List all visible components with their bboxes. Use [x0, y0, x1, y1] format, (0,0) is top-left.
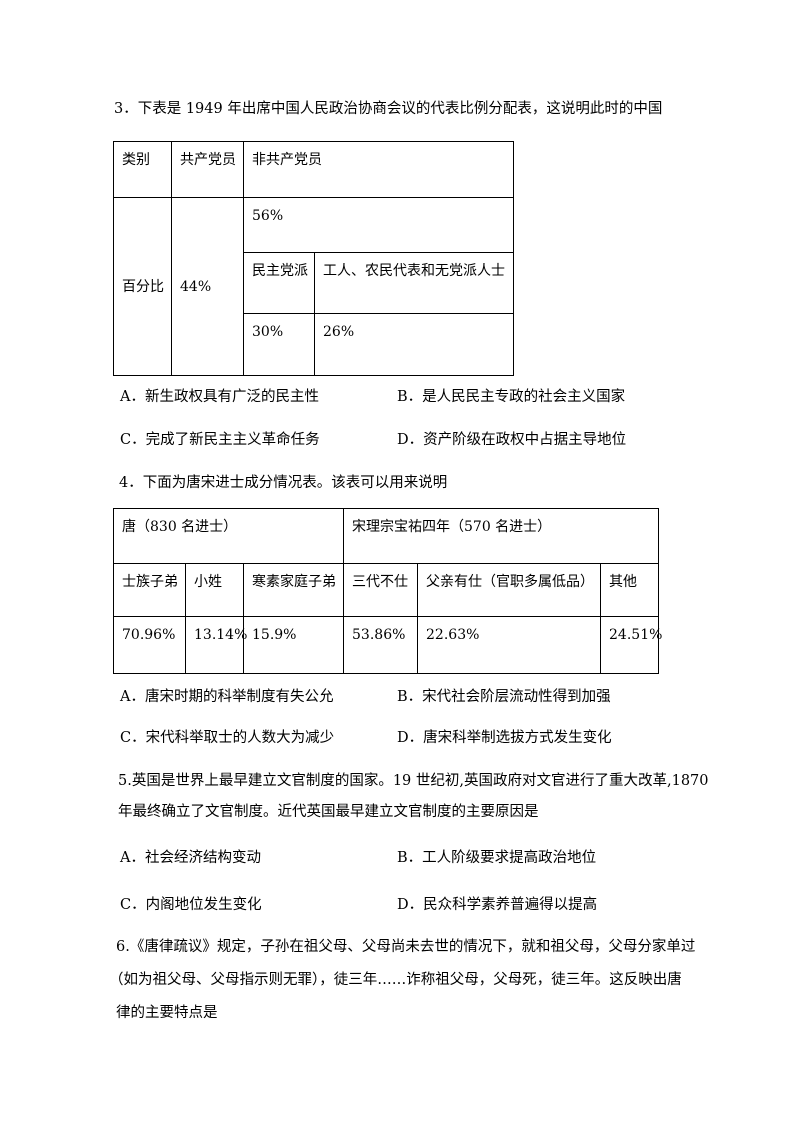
q5-option-a: A．社会经济结构变动 [120, 850, 261, 866]
t2-header-hansu: 寒素家庭子弟 [242, 563, 345, 617]
q5-option-row-2: C．内阁地位发生变化 D．民众科学素养普遍得以提高 [120, 895, 720, 915]
q4-option-row-2: C．宋代科举取士的人数大为减少 D．唐宋科举制选拔方式发生变化 [120, 728, 720, 748]
q4-option-row-1: A．唐宋时期的科举制度有失公允 B．宋代社会阶层流动性得到加强 [120, 687, 720, 707]
t2-header-xiaoxing: 小姓 [185, 563, 244, 617]
q3-option-d: D．资产阶级在政权中占据主导地位 [397, 432, 627, 448]
q6-stem-line-2: （如为祖父母、父母指示则无罪），徒三年……诈称祖父母，父母死，徒三年。这反映出唐 [109, 972, 682, 988]
t1-header-non-communist: 非共产党员 [243, 141, 514, 198]
q3-option-b: B．是人民民主专政的社会主义国家 [397, 389, 626, 405]
t1-non-communist-total-pct: 56% [243, 197, 514, 253]
t2-header-fuqin: 父亲有仕（官职多属低品） [417, 563, 602, 617]
q5-option-b: B．工人阶级要求提高政治地位 [397, 850, 597, 866]
q4-option-a: A．唐宋时期的科举制度有失公允 [120, 689, 334, 705]
t2-value-xiaoxing: 13.14% [185, 616, 247, 674]
t1-communist-pct: 44% [171, 197, 244, 376]
question-6-stem: 6.《唐律疏议》规定，子孙在祖父母、父母尚未去世的情况下，就和祖父母，父母分家单… [109, 931, 696, 1030]
t2-header-qita: 其他 [600, 563, 660, 617]
t1-democratic-parties-label: 民主党派 [243, 252, 315, 314]
t2-group-header-song: 宋理宗宝祐四年（570 名进士） [343, 508, 660, 564]
t1-workers-farmers-label: 工人、农民代表和无党派人士 [314, 252, 514, 314]
t1-header-communist: 共产党员 [171, 141, 244, 198]
t1-header-category: 类别 [113, 141, 172, 198]
t2-value-shizu: 70.96% [113, 616, 186, 674]
question-3-stem: 3．下表是 1949 年出席中国人民政治协商会议的代表比例分配表，这说明此时的中… [114, 101, 663, 117]
q3-option-c: C．完成了新民主主义革命任务 [120, 432, 320, 448]
q6-stem-line-1: 6.《唐律疏议》规定，子孙在祖父母、父母尚未去世的情况下，就和祖父母，父母分家单… [116, 939, 696, 955]
t2-value-fuqin: 22.63% [417, 616, 602, 674]
q5-option-d: D．民众科学素养普遍得以提高 [397, 897, 598, 913]
t2-value-sandai: 53.86% [343, 616, 419, 674]
t1-row-label-percentage: 百分比 [113, 197, 172, 376]
t2-value-hansu: 15.9% [242, 616, 345, 674]
q5-option-row-1: A．社会经济结构变动 B．工人阶级要求提高政治地位 [120, 848, 720, 868]
t2-header-shizu: 士族子弟 [113, 563, 186, 617]
q6-stem-line-3: 律的主要特点是 [116, 1005, 218, 1021]
q3-option-a: A．新生政权具有广泛的民主性 [120, 389, 319, 405]
t2-group-header-tang: 唐（830 名进士） [112, 508, 345, 564]
question-4-stem: 4．下面为唐宋进士成分情况表。该表可以用来说明 [119, 475, 448, 491]
q3-option-row-2: C．完成了新民主主义革命任务 D．资产阶级在政权中占据主导地位 [120, 430, 720, 450]
q5-stem-line-2: 年最终确立了文官制度。近代英国最早建立文官制度的主要原因是 [118, 804, 539, 820]
q3-representation-table: 类别 共产党员 非共产党员 百分比 44% 56% 民主党派 工人、农民代表和无… [113, 141, 514, 376]
t2-header-sandai: 三代不仕 [343, 563, 419, 617]
q3-option-row-1: A．新生政权具有广泛的民主性 B．是人民民主专政的社会主义国家 [120, 387, 720, 407]
t1-workers-farmers-pct: 26% [314, 313, 514, 376]
q5-option-c: C．内阁地位发生变化 [120, 897, 262, 913]
t1-democratic-parties-pct: 30% [243, 313, 315, 376]
q4-option-b: B．宋代社会阶层流动性得到加强 [397, 689, 611, 705]
q4-jinshi-composition-table: 唐（830 名进士） 宋理宗宝祐四年（570 名进士） 士族子弟 小姓 寒素家庭… [112, 508, 662, 674]
q4-option-d: D．唐宋科举制选拔方式发生变化 [397, 730, 612, 746]
q5-stem-line-1: 5.英国是世界上最早建立文官制度的国家。19 世纪初,英国政府对文官进行了重大改… [118, 773, 709, 789]
t2-value-qita: 24.51% [600, 616, 662, 674]
question-5-stem: 5.英国是世界上最早建立文官制度的国家。19 世纪初,英国政府对文官进行了重大改… [118, 766, 709, 828]
q4-option-c: C．宋代科举取士的人数大为减少 [120, 730, 335, 746]
